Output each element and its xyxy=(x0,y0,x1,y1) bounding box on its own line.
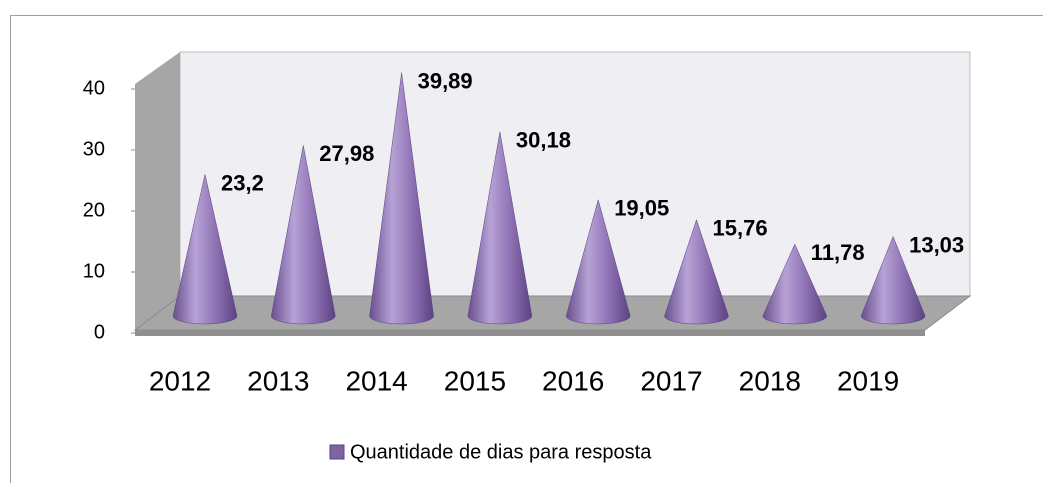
y-tick-label: 20 xyxy=(83,199,105,221)
cone xyxy=(172,174,238,325)
legend-label: Quantidade de dias para resposta xyxy=(350,441,652,463)
value-label: 15,76 xyxy=(713,216,768,241)
x-tick-label: 2016 xyxy=(542,365,604,396)
value-label: 13,03 xyxy=(909,232,964,257)
x-tick-label: 2015 xyxy=(444,365,506,396)
x-tick-label: 2013 xyxy=(247,365,309,396)
side-wall xyxy=(135,52,180,330)
cone xyxy=(369,72,434,325)
cone xyxy=(762,243,828,325)
y-tick-label: 10 xyxy=(83,260,105,282)
floor-edge xyxy=(135,330,925,336)
y-tick-label: 40 xyxy=(83,77,105,99)
value-label: 23,2 xyxy=(221,170,264,195)
cone xyxy=(860,235,926,325)
cone xyxy=(565,198,631,325)
value-label: 39,89 xyxy=(418,68,473,93)
x-tick-label: 2017 xyxy=(640,365,702,396)
value-label: 27,98 xyxy=(319,141,374,166)
cone xyxy=(664,219,729,325)
value-label: 11,78 xyxy=(811,240,865,265)
x-tick-label: 2012 xyxy=(149,365,211,396)
x-tick-label: 2014 xyxy=(345,365,407,396)
cone xyxy=(271,145,336,325)
legend-swatch xyxy=(329,444,345,460)
cone xyxy=(467,131,533,325)
y-tick-label: 30 xyxy=(83,138,105,160)
x-tick-label: 2019 xyxy=(837,365,899,396)
y-tick-label: 0 xyxy=(94,321,105,343)
value-label: 30,18 xyxy=(516,128,571,153)
value-label: 19,05 xyxy=(614,196,669,221)
floor xyxy=(133,295,972,331)
x-tick-label: 2018 xyxy=(739,365,801,396)
